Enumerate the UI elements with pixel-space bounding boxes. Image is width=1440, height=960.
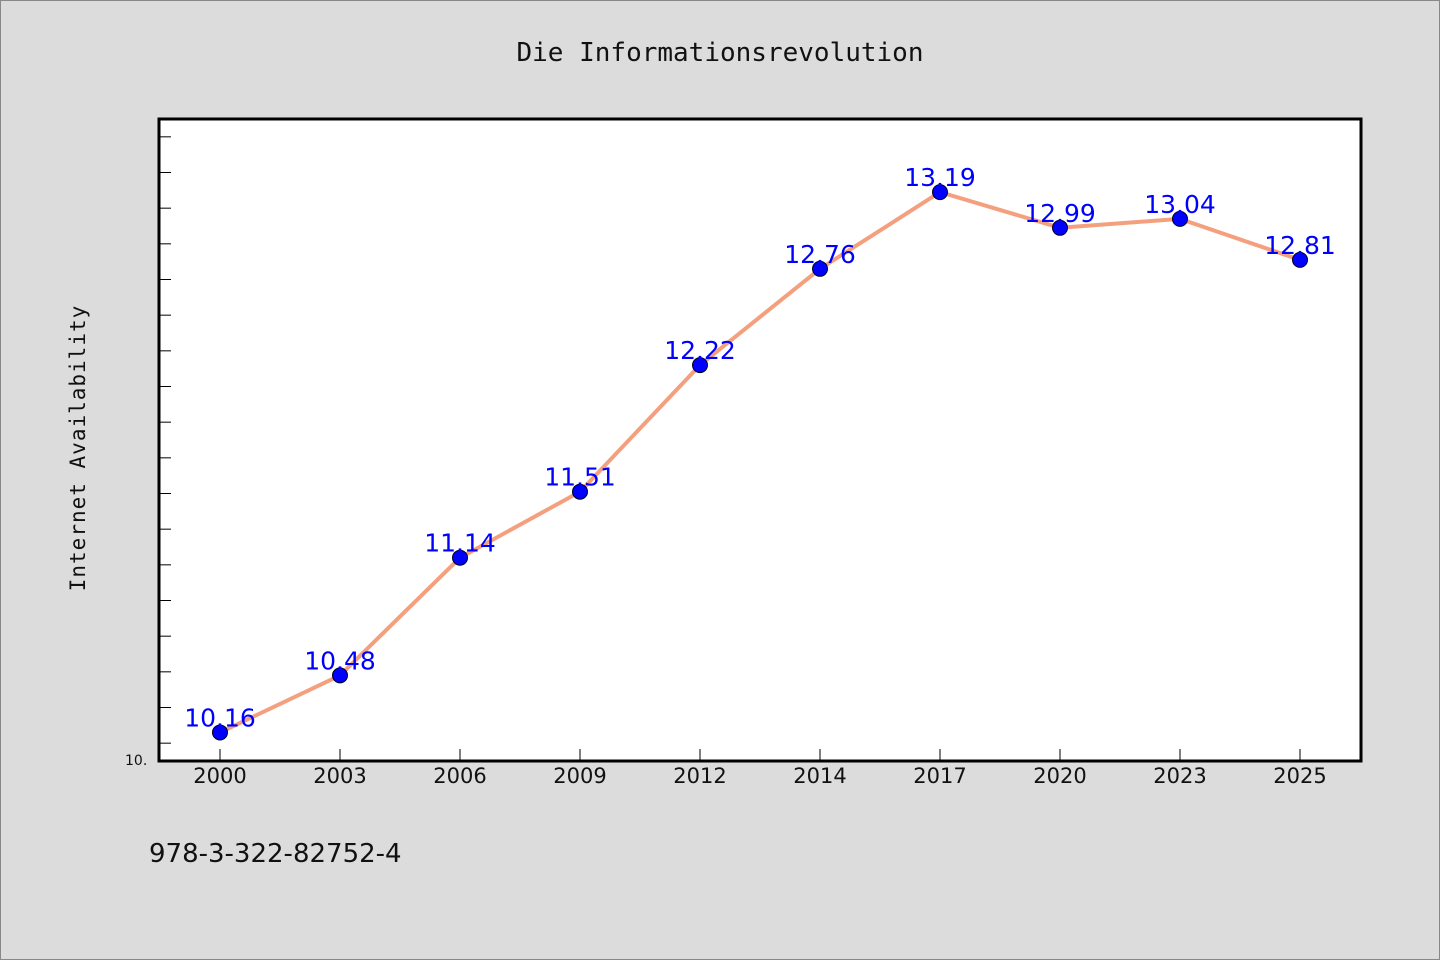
data-point — [692, 357, 708, 374]
y-tick-label: 10. — [125, 753, 147, 769]
chart-title: Die Informationsrevolution — [517, 38, 924, 68]
x-tick-label: 2023 — [1153, 764, 1206, 788]
x-tick-label: 2009 — [553, 764, 606, 788]
data-point — [332, 667, 348, 684]
x-tick-label: 2020 — [1033, 764, 1086, 788]
series-line — [219, 190, 1301, 735]
x-tick-label: 2012 — [673, 764, 726, 788]
footnote-isbn: 978-3-322-82752-4 — [149, 839, 402, 869]
x-tick-label: 2017 — [913, 764, 966, 788]
axis-ticks: 10. 2000 2003 2006 2009 2012 2014 2017 2020 2023 2… — [125, 136, 1327, 788]
data-point — [452, 549, 468, 566]
x-tick-label: 2014 — [793, 764, 846, 788]
data-label: 11.51 — [544, 463, 616, 492]
x-tick-label: 2006 — [433, 764, 486, 788]
data-label: 10.16 — [184, 703, 256, 732]
data-label: 12.76 — [784, 240, 856, 269]
data-labels: 10.16 10.48 11.14 11.51 12.22 12.76 13.19 12.99… — [184, 163, 1336, 732]
y-axis-label: Internet Availability — [66, 305, 90, 592]
data-label: 10.48 — [304, 646, 376, 675]
data-point — [572, 483, 588, 500]
data-point — [932, 184, 948, 201]
data-label: 13.19 — [904, 163, 976, 192]
data-point — [1172, 210, 1188, 227]
x-tick-label: 2003 — [313, 764, 366, 788]
data-point — [212, 724, 228, 741]
data-point — [1052, 219, 1068, 236]
data-label: 12.81 — [1264, 231, 1336, 260]
data-label: 12.22 — [664, 336, 736, 365]
series-layer — [212, 184, 1308, 741]
data-point — [1292, 251, 1308, 268]
data-label: 12.99 — [1024, 199, 1096, 228]
x-tick-label: 2025 — [1273, 764, 1326, 788]
data-label: 13.04 — [1144, 190, 1216, 219]
data-label: 11.14 — [424, 529, 496, 558]
x-tick-label: 2000 — [193, 764, 246, 788]
data-point — [812, 260, 828, 277]
